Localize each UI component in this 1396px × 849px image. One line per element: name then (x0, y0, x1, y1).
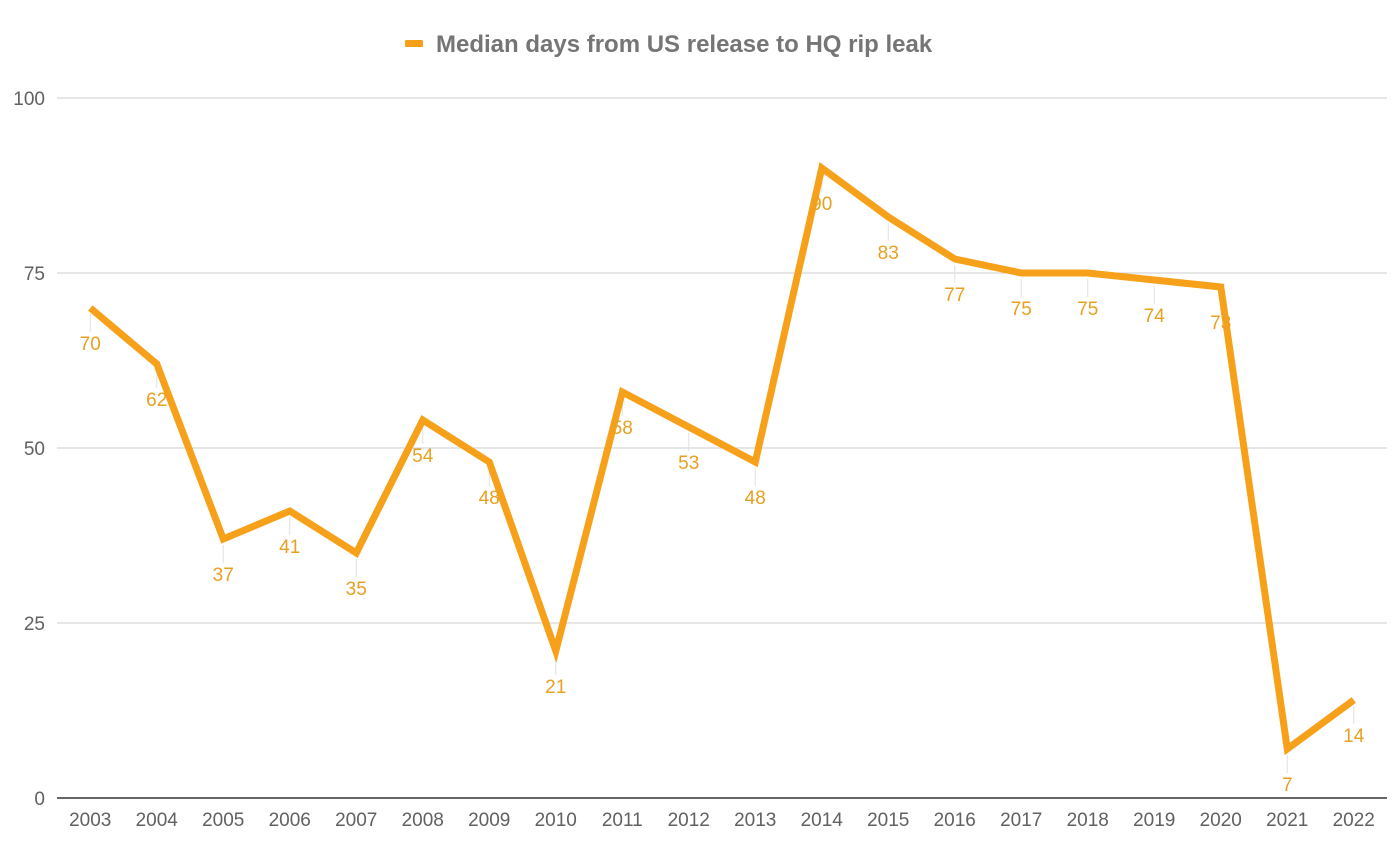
x-axis-ticks: 2003 2004 2005 2006 2007 2008 2009 2010 2011 2012… (69, 810, 1375, 831)
x-tick-label: 2013 (734, 810, 776, 831)
x-tick-label: 2010 (535, 810, 577, 831)
y-tick-label: 0 (34, 789, 45, 810)
x-tick-label: 2018 (1067, 810, 1109, 831)
data-label: 48 (479, 488, 500, 509)
x-tick-label: 2014 (801, 810, 844, 831)
legend-label: Median days from US release to HQ rip le… (436, 31, 933, 58)
gridlines (57, 97, 1387, 799)
y-tick-label: 100 (13, 89, 45, 110)
y-axis-ticks: 0 25 50 75 100 (13, 89, 45, 810)
x-tick-label: 2009 (468, 810, 510, 831)
data-label: 21 (545, 677, 566, 698)
data-label: 53 (678, 453, 699, 474)
legend-swatch (405, 40, 423, 47)
data-label: 74 (1144, 306, 1166, 327)
label-leader-lines (89, 174, 1355, 773)
data-label: 70 (80, 334, 101, 355)
series-line (88, 162, 1356, 756)
data-label: 37 (213, 565, 234, 586)
data-labels: 70 62 37 41 35 54 48 21 58 53 48 90 83 77 75 75 74 73 7 14 (80, 194, 1365, 796)
y-tick-label: 25 (24, 614, 45, 635)
y-tick-label: 75 (24, 264, 45, 285)
data-label: 62 (146, 390, 167, 411)
data-label: 77 (944, 285, 965, 306)
data-label: 41 (279, 537, 300, 558)
x-tick-label: 2022 (1333, 810, 1375, 831)
data-label: 48 (745, 488, 766, 509)
legend: Median days from US release to HQ rip le… (405, 31, 933, 58)
x-tick-label: 2015 (867, 810, 909, 831)
x-tick-label: 2017 (1000, 810, 1042, 831)
data-label: 58 (612, 418, 633, 439)
x-tick-label: 2006 (269, 810, 311, 831)
data-label: 83 (878, 243, 899, 264)
x-tick-label: 2012 (668, 810, 710, 831)
data-label: 73 (1210, 313, 1231, 334)
x-tick-label: 2019 (1133, 810, 1175, 831)
data-label: 75 (1011, 299, 1032, 320)
x-tick-label: 2005 (202, 810, 244, 831)
data-label: 35 (346, 579, 367, 600)
data-label: 54 (412, 446, 434, 467)
x-tick-label: 2003 (69, 810, 111, 831)
data-label: 14 (1343, 726, 1365, 747)
x-tick-label: 2011 (602, 810, 643, 831)
x-tick-label: 2016 (934, 810, 976, 831)
x-tick-label: 2021 (1266, 810, 1308, 831)
y-tick-label: 50 (24, 439, 45, 460)
data-label: 75 (1077, 299, 1098, 320)
data-label: 7 (1282, 775, 1293, 796)
x-tick-label: 2007 (335, 810, 377, 831)
series-layer (88, 162, 1356, 756)
data-label: 90 (811, 194, 832, 215)
x-tick-label: 2008 (402, 810, 444, 831)
x-tick-label: 2020 (1200, 810, 1242, 831)
x-tick-label: 2004 (136, 810, 179, 831)
